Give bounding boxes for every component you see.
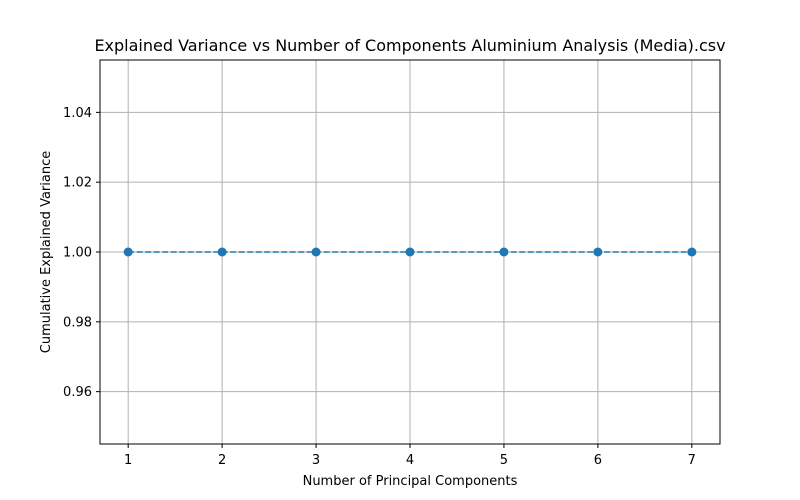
x-tick-label: 2 xyxy=(218,453,226,468)
y-axis-label: Cumulative Explained Variance xyxy=(39,151,54,353)
data-point xyxy=(687,247,697,257)
series-layer xyxy=(123,247,697,257)
x-tick-label: 3 xyxy=(312,453,320,468)
y-tick-label: 1.04 xyxy=(63,106,92,121)
y-tick-label: 1.00 xyxy=(63,246,92,261)
data-point xyxy=(499,247,509,257)
x-tick-label: 1 xyxy=(124,453,132,468)
chart-title: Explained Variance vs Number of Componen… xyxy=(94,36,725,55)
data-point xyxy=(311,247,321,257)
x-tick-label: 5 xyxy=(500,453,508,468)
x-tick-label: 7 xyxy=(688,453,696,468)
data-point xyxy=(593,247,603,257)
x-tick-label: 6 xyxy=(594,453,602,468)
y-tick-label: 0.96 xyxy=(63,385,92,400)
data-point xyxy=(123,247,133,257)
tick-layer: 1 2 3 4 5 6 7 0.96 0.98 1.00 1.02 1.04 xyxy=(63,106,696,468)
x-tick-label: 4 xyxy=(406,453,414,468)
y-tick-label: 0.98 xyxy=(63,315,92,330)
x-axis-label: Number of Principal Components xyxy=(303,474,518,489)
y-tick-label: 1.02 xyxy=(63,176,92,191)
data-point xyxy=(217,247,227,257)
data-point xyxy=(405,247,415,257)
